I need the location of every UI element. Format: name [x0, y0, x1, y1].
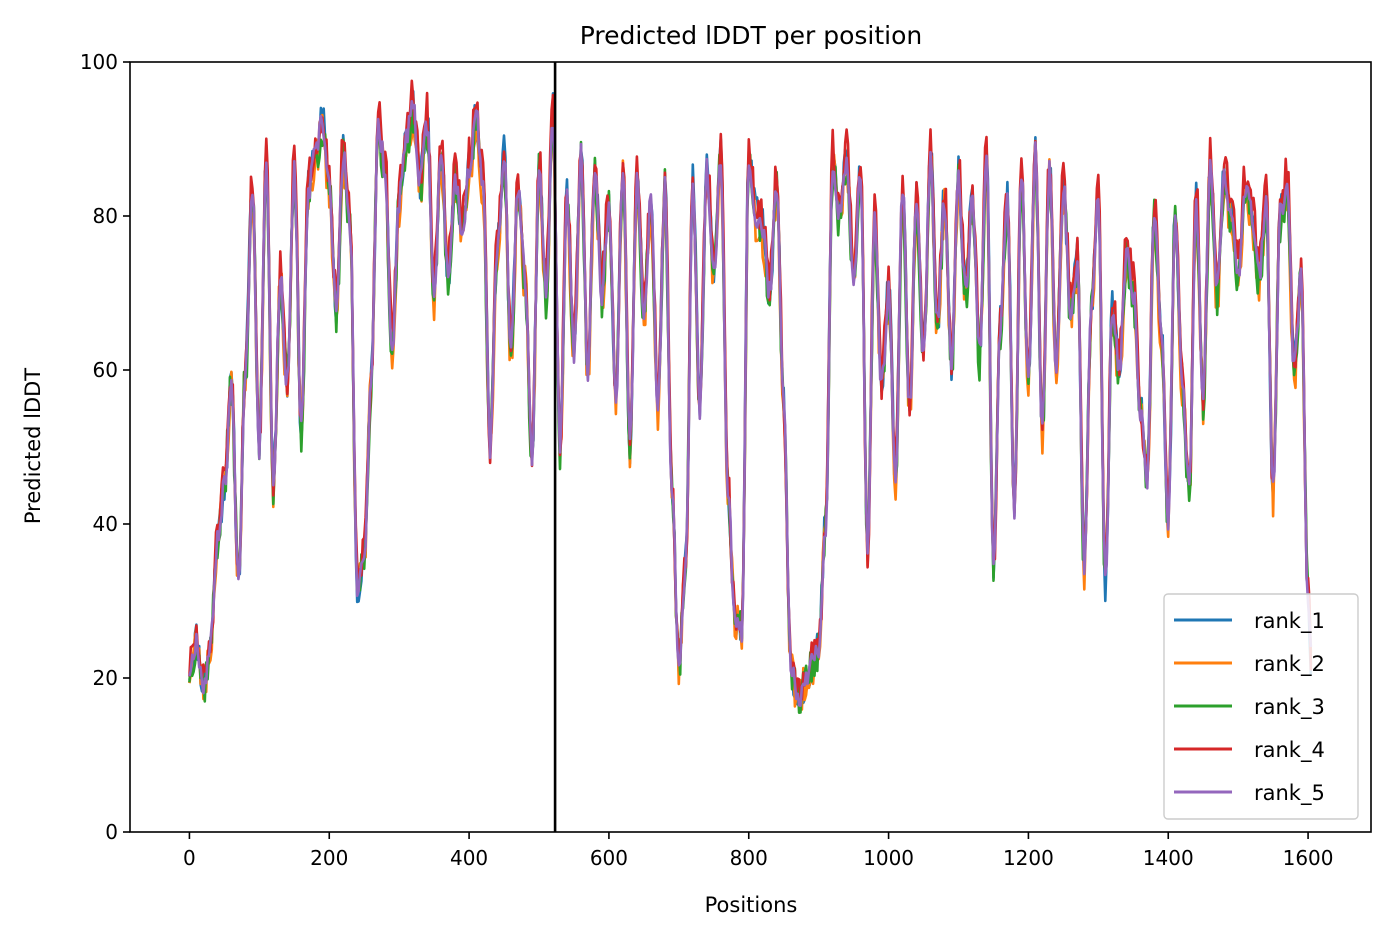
legend-label: rank_5	[1254, 781, 1325, 806]
y-tick-label: 100	[80, 50, 118, 74]
x-tick-label: 1400	[1143, 846, 1194, 870]
y-tick-label: 80	[93, 204, 118, 228]
series-line-rank_5	[188, 100, 1313, 708]
legend: rank_1 rank_2 rank_3 rank_4 rank_5	[1163, 593, 1359, 820]
y-tick-label: 60	[93, 358, 118, 382]
plot-frame	[129, 61, 1372, 833]
y-tick-label: 40	[93, 512, 118, 536]
series-layer	[188, 79, 1313, 715]
x-axis: 0 200 400 600 800 1000 1200 1400 1600	[183, 832, 1334, 870]
plot-area	[188, 62, 1313, 832]
x-tick-label: 600	[590, 846, 628, 870]
x-tick-label: 800	[730, 846, 768, 870]
legend-label: rank_3	[1254, 695, 1325, 720]
chart-title: Predicted lDDT per position	[580, 21, 922, 50]
y-tick-label: 0	[105, 820, 118, 844]
x-tick-label: 1000	[863, 846, 914, 870]
legend-label: rank_1	[1254, 609, 1325, 634]
legend-label: rank_2	[1254, 652, 1325, 677]
y-axis-title: Predicted lDDT	[21, 368, 45, 524]
y-axis: 0 20 40 60 80 100	[80, 50, 130, 844]
x-axis-title: Positions	[705, 893, 798, 917]
x-tick-label: 400	[450, 846, 488, 870]
x-tick-label: 200	[310, 846, 348, 870]
legend-box	[1163, 593, 1359, 820]
x-tick-label: 1200	[1003, 846, 1054, 870]
x-tick-label: 0	[183, 846, 196, 870]
y-tick-label: 20	[93, 666, 118, 690]
x-tick-label: 1600	[1283, 846, 1334, 870]
legend-label: rank_4	[1254, 738, 1325, 763]
